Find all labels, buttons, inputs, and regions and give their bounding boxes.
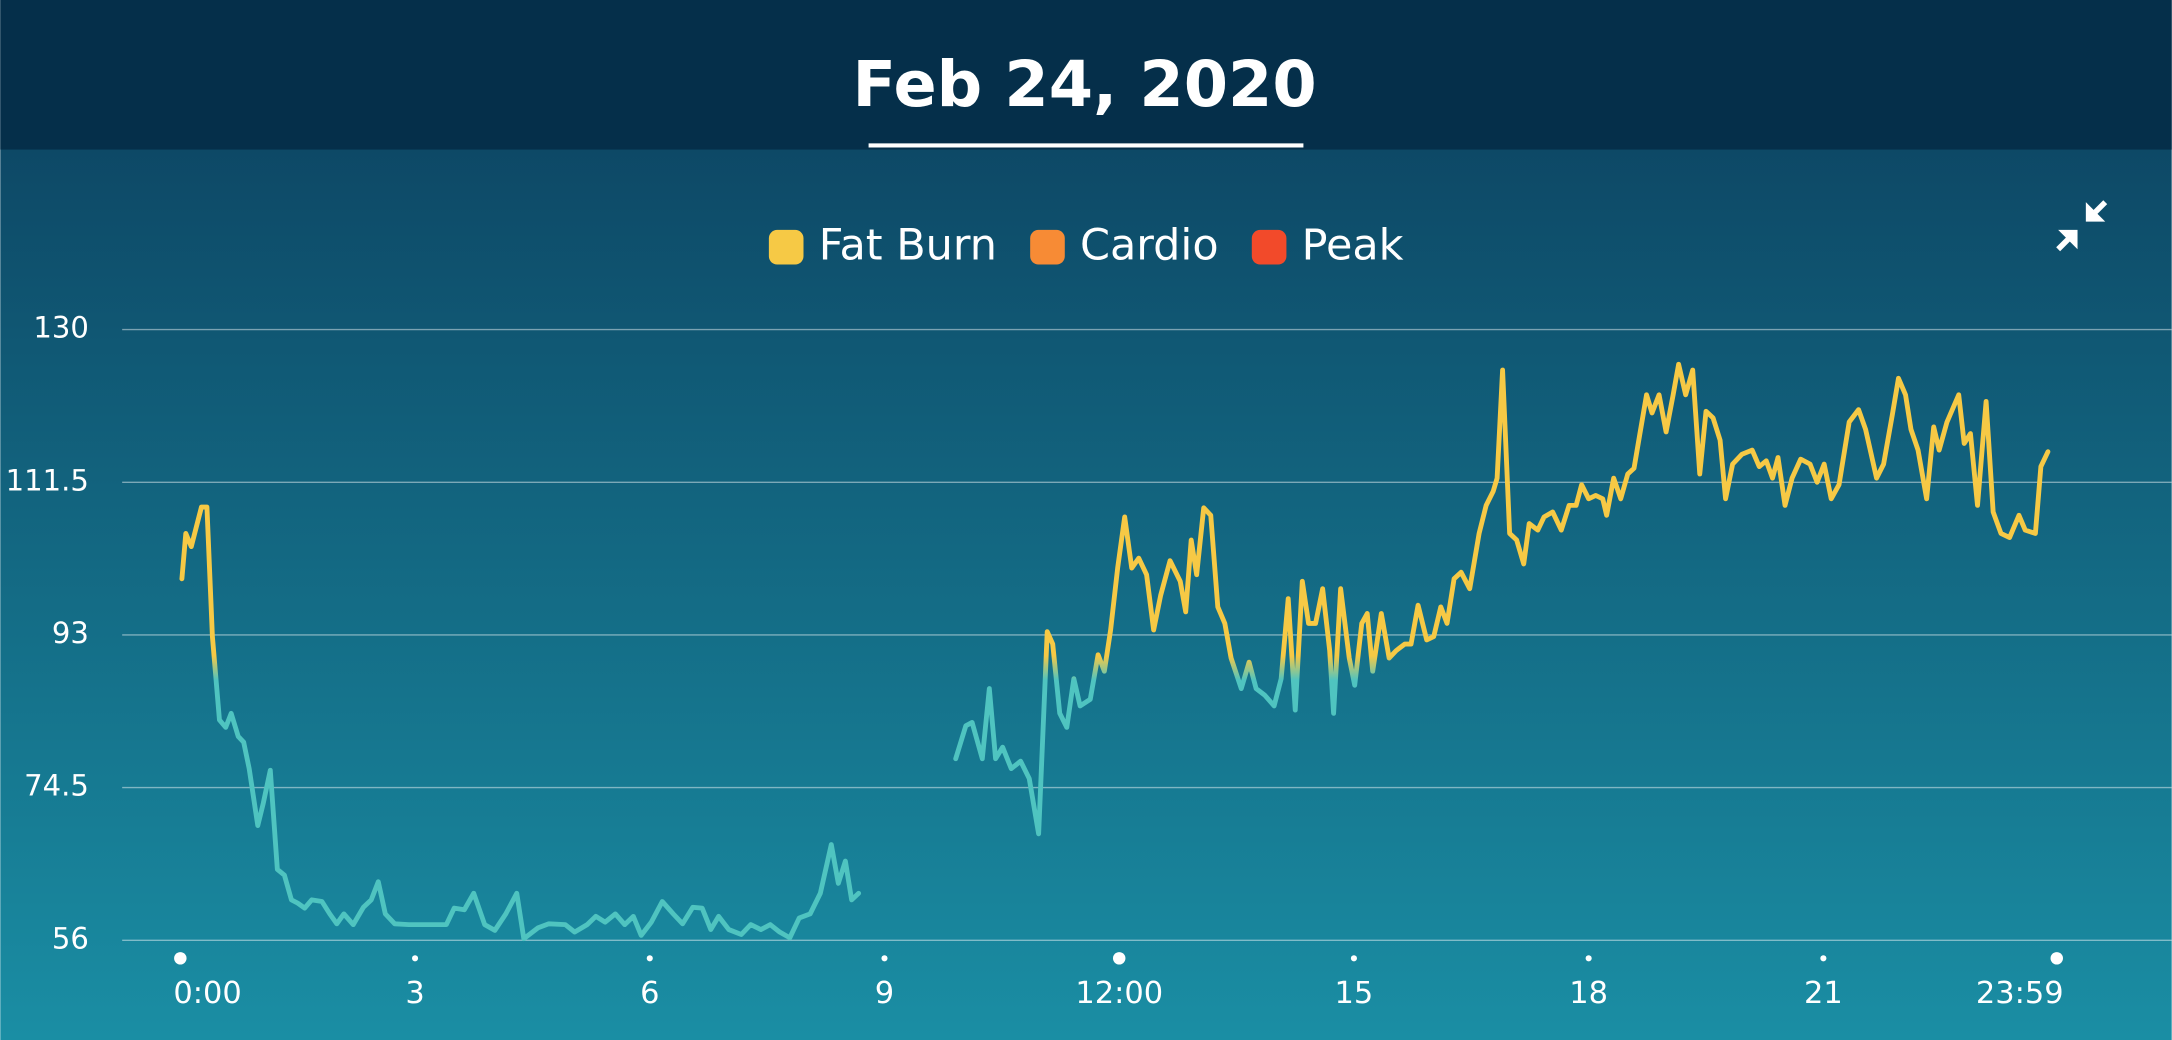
header — [0, 0, 2172, 150]
y-tick-label: 74.5 — [24, 769, 89, 803]
heart-rate-line — [179, 361, 2051, 942]
x-tick-label: 6 — [640, 976, 659, 1011]
x-tick-label: 23:59 — [1976, 976, 2064, 1011]
legend-swatch — [768, 229, 804, 265]
x-tick-dot — [1585, 955, 1592, 962]
x-tick-dot — [174, 952, 187, 965]
x-tick-dot — [881, 955, 888, 962]
legend-swatch — [1030, 229, 1065, 265]
legend-label: Peak — [1302, 220, 1404, 270]
x-tick-label: 0:00 — [173, 976, 241, 1011]
x-tick-dot — [412, 955, 419, 962]
y-tick-label: 93 — [52, 616, 89, 650]
x-tick-label: 12:00 — [1075, 976, 1163, 1011]
date-title: Feb 24, 2020 — [853, 48, 1317, 122]
y-tick-label: 111.5 — [6, 463, 89, 497]
legend: Fat Burn Cardio Peak — [768, 220, 1404, 270]
x-tick-label: 3 — [405, 976, 424, 1011]
x-tick-label: 18 — [1569, 976, 1608, 1011]
plot: 56 74.5 93 111.5 130 0:00 3 6 9 12:00 15 18 21 23:59 — [6, 311, 2172, 1011]
y-tick-label: 56 — [52, 921, 89, 955]
x-tick-dot — [1112, 952, 1126, 965]
x-tick-label: 15 — [1335, 976, 1374, 1011]
x-tick-label: 9 — [875, 976, 894, 1011]
x-tick-dot — [646, 955, 653, 962]
x-tick-dot — [1350, 955, 1357, 962]
legend-swatch — [1251, 229, 1287, 265]
x-tick-dot — [1820, 955, 1827, 962]
legend-label: Cardio — [1080, 220, 1219, 270]
x-tick-dot — [2050, 952, 2063, 965]
y-tick-label: 130 — [33, 311, 89, 345]
x-tick-label: 21 — [1804, 976, 1843, 1011]
legend-label: Fat Burn — [819, 220, 997, 270]
